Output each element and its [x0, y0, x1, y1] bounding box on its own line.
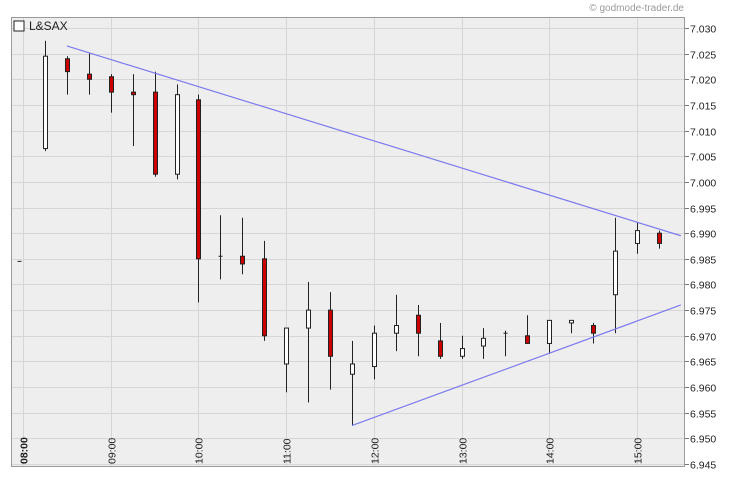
y-tick-label: 7.000: [690, 178, 716, 190]
candle: [87, 53, 92, 95]
candle-body: [240, 255, 245, 265]
candle-body: [43, 55, 48, 150]
x-axis: 08:00 09:00 10:00 11:00 12:00 13:00 14:00 15:00: [19, 437, 645, 464]
candles: [17, 40, 662, 426]
y-tick-label: 6.985: [690, 255, 716, 267]
x-tick-label: 11:00: [282, 438, 294, 464]
candle-body: [372, 332, 377, 368]
candle: [591, 322, 596, 344]
candle-body: [460, 348, 465, 357]
candle: [240, 217, 245, 275]
candle-body: [196, 99, 201, 260]
x-tick-label: 12:00: [370, 438, 382, 464]
trendline: [351, 304, 682, 427]
y-tick-label: 6.950: [690, 434, 716, 446]
candle-body: [131, 91, 136, 96]
y-tick-label: 6.990: [690, 229, 716, 241]
candle-body: [416, 314, 421, 334]
candle: [525, 315, 530, 344]
candle: [153, 71, 158, 177]
chart-title: L&SAX: [29, 19, 68, 33]
candle: [481, 328, 486, 359]
trendlines: [66, 45, 682, 427]
legend: L&SAX: [13, 19, 68, 33]
y-tick-label: 6.975: [690, 306, 716, 318]
plot-area: [11, 17, 685, 467]
x-tick-label: 13:00: [458, 438, 470, 464]
candle-body: [635, 230, 640, 244]
candle: [65, 56, 70, 95]
y-tick-label: 6.995: [690, 204, 716, 216]
candle-body: [306, 309, 311, 329]
candle-body: [109, 76, 114, 93]
candle: [635, 222, 640, 254]
candle: [657, 230, 662, 249]
y-tick-label: 6.955: [690, 409, 716, 421]
candle-body: [657, 232, 662, 244]
y-tick-label: 6.970: [690, 332, 716, 344]
y-tick-label: 7.010: [690, 127, 716, 139]
candle: [196, 94, 201, 303]
candle-body: [394, 325, 399, 334]
y-tick-label: 6.980: [690, 280, 716, 292]
candle: [438, 322, 443, 359]
candle-body: [438, 340, 443, 357]
candle: [109, 74, 114, 113]
candle: [306, 281, 311, 403]
candle-body: [481, 337, 486, 347]
trendline: [66, 45, 682, 237]
candle-body: [153, 91, 158, 175]
candle-body: [547, 319, 552, 344]
candle: [394, 294, 399, 352]
y-tick-label: 7.015: [690, 101, 716, 113]
y-axis: 7.030 7.025 7.020 7.015 7.010 7.005 7.000 6.995…: [685, 24, 716, 472]
candle-body: [262, 258, 267, 337]
candle: [262, 240, 267, 341]
candle-body: [87, 73, 92, 80]
y-tick-label: 6.960: [690, 383, 716, 395]
watermark: © godmode-trader.de: [589, 3, 684, 14]
candle: [569, 319, 574, 334]
candle: [284, 327, 289, 393]
candle: [131, 74, 136, 146]
legend-swatch: [13, 20, 25, 32]
candle-body: [525, 335, 530, 344]
y-tick-label: 7.025: [690, 50, 716, 62]
candle: [416, 304, 421, 357]
x-tick-label: 09:00: [107, 438, 119, 464]
candle: [43, 40, 48, 152]
grid-y: [11, 28, 685, 465]
candle-body: [284, 327, 289, 365]
candle: [613, 217, 618, 334]
candle: [328, 292, 333, 390]
y-tick-label: 6.965: [690, 357, 716, 369]
candle: [175, 84, 180, 180]
candle: [350, 340, 355, 426]
candle-body: [591, 325, 596, 334]
candle-body: [65, 58, 70, 73]
x-tick-label: 08:00: [19, 437, 31, 464]
plot-border: [11, 17, 685, 467]
y-tick-label: 6.945: [690, 460, 716, 472]
candle: [372, 325, 377, 380]
candle: [547, 319, 552, 354]
candle-body: [328, 309, 333, 357]
candle: [460, 335, 465, 359]
y-tick-label: 7.005: [690, 152, 716, 164]
x-tick-label: 15:00: [633, 438, 645, 464]
candle: [218, 215, 223, 280]
x-tick-label: 14:00: [545, 438, 557, 464]
candle-body: [350, 363, 355, 375]
y-tick-label: 7.030: [690, 24, 716, 36]
y-tick-label: 7.020: [690, 75, 716, 87]
candle-body: [613, 250, 618, 296]
candle-body: [175, 94, 180, 175]
candle: [503, 330, 508, 357]
x-tick-label: 10:00: [194, 438, 206, 464]
candle-body: [569, 319, 574, 324]
